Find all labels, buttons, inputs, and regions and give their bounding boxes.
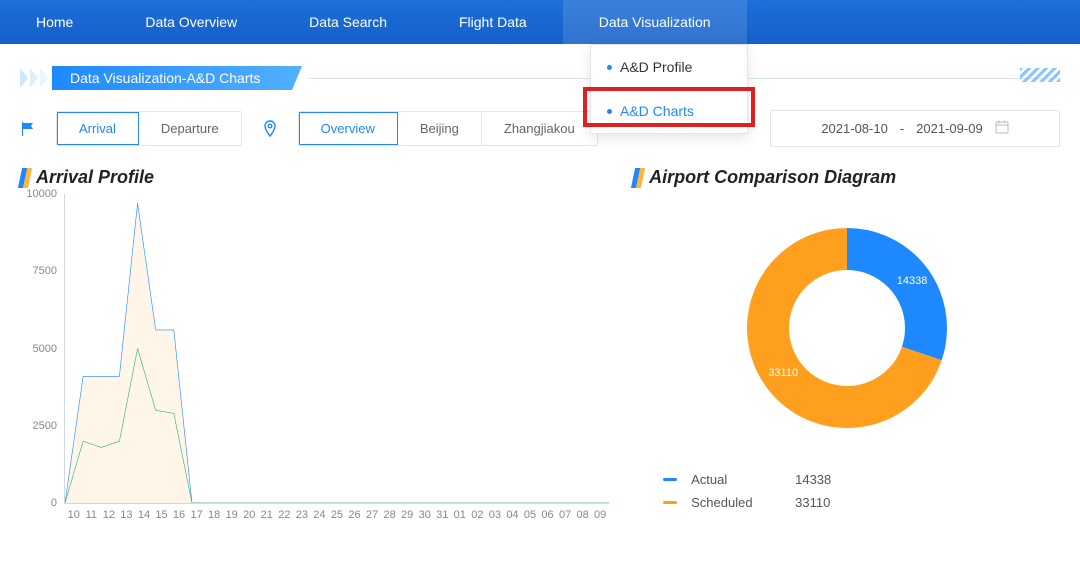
scope-overview[interactable]: Overview [299, 112, 398, 145]
legend-label: Scheduled [691, 495, 781, 510]
breadcrumb-chevrons-icon [20, 68, 48, 88]
nav-item-home[interactable]: Home [0, 0, 109, 44]
filter-row: Arrival Departure Overview Beijing Zhang… [20, 110, 1060, 147]
date-range-picker[interactable]: 2021-08-10 - 2021-09-09 [770, 110, 1060, 147]
mode-departure[interactable]: Departure [139, 112, 241, 145]
legend-item-scheduled: Scheduled 33110 [663, 491, 1060, 514]
dropdown-item-label: A&D Profile [620, 59, 692, 75]
date-end: 2021-09-09 [916, 121, 983, 136]
panel-title-mark-icon [631, 168, 645, 188]
date-separator: - [900, 121, 904, 136]
calendar-icon [995, 120, 1009, 137]
top-nav: Home Data Overview Data Search Flight Da… [0, 0, 1080, 44]
bullet-icon [607, 65, 612, 70]
mode-arrival[interactable]: Arrival [57, 112, 139, 145]
panel-title: Arrival Profile [36, 167, 154, 188]
legend-swatch-icon [663, 501, 677, 504]
donut-legend: Actual 14338 Scheduled 33110 [633, 468, 1060, 514]
scope-segment: Overview Beijing Zhangjiakou [298, 111, 598, 146]
nav-item-data-visualization[interactable]: Data Visualization [563, 0, 747, 44]
arrival-profile-panel: Arrival Profile 025005000750010000 10111… [20, 167, 609, 504]
panel-title: Airport Comparison Diagram [649, 167, 896, 188]
scope-zhangjiakou[interactable]: Zhangjiakou [482, 112, 597, 145]
panel-title-mark-icon [18, 168, 32, 188]
dropdown-item-label: A&D Charts [620, 103, 694, 119]
legend-label: Actual [691, 472, 781, 487]
nav-dropdown: A&D Profile A&D Charts [590, 44, 748, 134]
nav-item-data-overview[interactable]: Data Overview [109, 0, 273, 44]
legend-swatch-icon [663, 478, 677, 481]
location-pin-icon [262, 120, 278, 138]
nav-item-flight-data[interactable]: Flight Data [423, 0, 563, 44]
breadcrumb: Data Visualization-A&D Charts [52, 66, 302, 90]
scope-beijing[interactable]: Beijing [398, 112, 482, 145]
nav-item-data-search[interactable]: Data Search [273, 0, 423, 44]
date-start: 2021-08-10 [821, 121, 888, 136]
airport-comparison-panel: Airport Comparison Diagram 1433833110 Ac… [633, 167, 1060, 514]
dropdown-item-ad-profile[interactable]: A&D Profile [591, 45, 747, 89]
decorative-stripes-icon [1020, 68, 1060, 82]
legend-value: 14338 [795, 472, 831, 487]
breadcrumb-row: Data Visualization-A&D Charts [20, 66, 1060, 90]
line-chart: 025005000750010000 101112131415161718192… [64, 194, 609, 504]
bullet-icon [607, 109, 612, 114]
mode-segment: Arrival Departure [56, 111, 242, 146]
legend-value: 33110 [795, 495, 830, 510]
donut-chart: 1433833110 [717, 198, 977, 458]
flag-icon [20, 121, 36, 137]
dropdown-item-ad-charts[interactable]: A&D Charts [591, 89, 747, 133]
legend-item-actual: Actual 14338 [663, 468, 1060, 491]
